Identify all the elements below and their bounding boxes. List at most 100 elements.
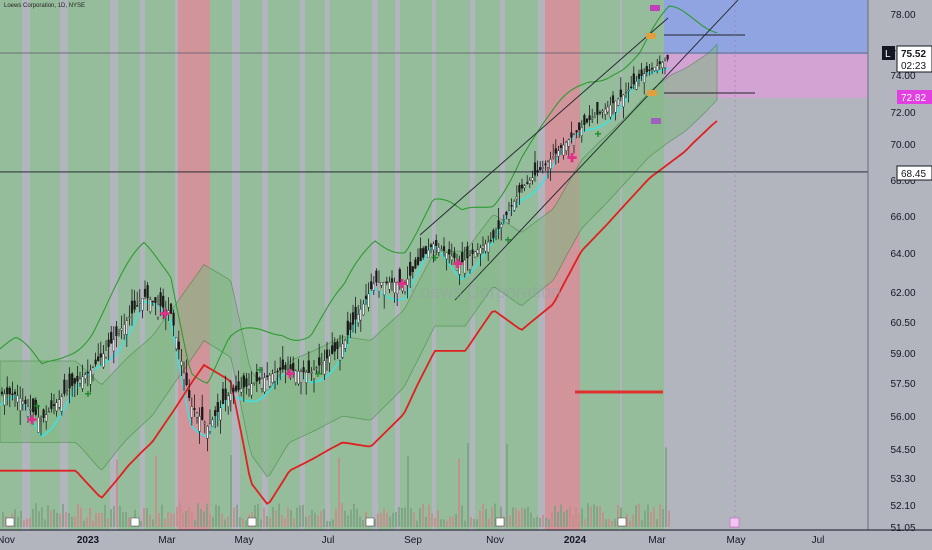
drawing-overlay[interactable]: +++ ++++✚✚✚✚✚✚ — [0, 0, 932, 530]
volume-bar — [41, 507, 43, 527]
candle-body — [279, 367, 282, 371]
candle-body — [130, 300, 134, 314]
candle-body — [227, 395, 230, 407]
volume-bar — [422, 503, 424, 527]
volume-bar — [83, 520, 85, 527]
candle-body — [328, 355, 331, 364]
candle-body — [614, 100, 617, 113]
volume-bar — [425, 516, 427, 527]
volume-bar — [467, 443, 469, 527]
h-line-value: 68.45 — [901, 169, 926, 180]
candle-body — [505, 211, 508, 216]
volume-bar — [266, 516, 268, 527]
candle-body — [591, 117, 594, 120]
candle-body — [136, 305, 139, 307]
candles — [0, 54, 669, 452]
volume-bars — [2, 443, 670, 527]
candle-body — [598, 111, 602, 114]
magenta-level-value: 72.82 — [901, 93, 926, 104]
candle-body — [637, 73, 641, 79]
price-tick-label: 52.10 — [890, 501, 915, 512]
candle-body — [526, 182, 529, 184]
candle-body — [583, 115, 586, 125]
volume-bar — [44, 519, 46, 527]
time-tick-label: Mar — [158, 535, 176, 546]
volume-bar — [311, 509, 313, 527]
volume-bar — [233, 507, 235, 527]
buy-signal-icon: + — [33, 399, 40, 413]
candle-body — [474, 251, 477, 258]
candle-body — [305, 372, 308, 383]
volume-bar — [599, 505, 601, 527]
candle-body — [24, 399, 27, 404]
candle-body — [520, 184, 524, 189]
candle-body — [323, 360, 326, 375]
trend-zone — [145, 0, 175, 530]
volume-bar — [644, 510, 646, 527]
candle-body — [21, 400, 24, 405]
candle-body — [497, 220, 500, 230]
candle-body — [440, 248, 443, 251]
line-marker-box[interactable] — [882, 46, 895, 60]
candle-body — [349, 322, 352, 330]
h-line-tag — [896, 165, 932, 181]
candle-body — [341, 343, 344, 358]
candle-body — [63, 379, 66, 394]
volume-bar — [419, 508, 421, 527]
volume-bar — [227, 516, 229, 527]
candle-body — [128, 316, 131, 319]
volume-bar — [308, 514, 310, 527]
candle-body — [661, 62, 664, 69]
candle-body — [281, 359, 284, 370]
volume-bar — [65, 512, 67, 527]
candle-body — [0, 391, 4, 395]
volume-bar — [341, 503, 343, 527]
earnings-marker — [617, 517, 627, 527]
volume-bar — [104, 504, 106, 527]
candle-body — [406, 278, 409, 286]
candle-body — [471, 249, 474, 255]
time-tick-label: 2024 — [564, 535, 587, 546]
candle-body — [377, 282, 381, 292]
price-tick-label: 78.00 — [890, 10, 915, 21]
candle-body — [315, 367, 318, 369]
sell-signal-icon: ✚ — [397, 277, 407, 291]
candle-body — [331, 345, 334, 354]
candle-body — [154, 297, 157, 304]
volume-bar — [386, 512, 388, 527]
volume-bar — [596, 506, 598, 527]
volume-bar — [539, 517, 541, 527]
time-tick-label: Jul — [812, 535, 825, 546]
candle-body — [237, 381, 240, 390]
sell-signal-icon: ✚ — [567, 151, 577, 165]
trend-zone — [30, 0, 60, 530]
time-axis[interactable] — [0, 530, 868, 550]
volume-bar — [389, 516, 391, 527]
volume-bar — [293, 518, 295, 527]
volume-bar — [509, 515, 511, 527]
volume-bar — [512, 507, 514, 527]
signal-tag — [647, 90, 657, 96]
volume-bar — [401, 507, 403, 527]
candle-body — [492, 229, 495, 239]
candle-body — [84, 374, 87, 380]
candle-body — [344, 340, 347, 349]
volume-bar — [533, 518, 535, 527]
candle-body — [182, 372, 186, 380]
volume-bar — [242, 518, 244, 527]
candle-body — [570, 132, 573, 138]
candle-body — [604, 108, 607, 115]
candle-body — [627, 89, 630, 92]
volume-bar — [206, 503, 208, 527]
candle-body — [320, 362, 323, 365]
volume-bar — [536, 516, 538, 527]
volume-bar — [494, 503, 496, 527]
volume-bar — [377, 513, 379, 527]
volume-bar — [101, 512, 103, 527]
volume-bar — [98, 512, 100, 527]
price-axis[interactable] — [868, 0, 932, 530]
candle-body — [16, 395, 19, 403]
buy-signal-icon: + — [84, 387, 91, 401]
volume-bar — [479, 510, 481, 527]
